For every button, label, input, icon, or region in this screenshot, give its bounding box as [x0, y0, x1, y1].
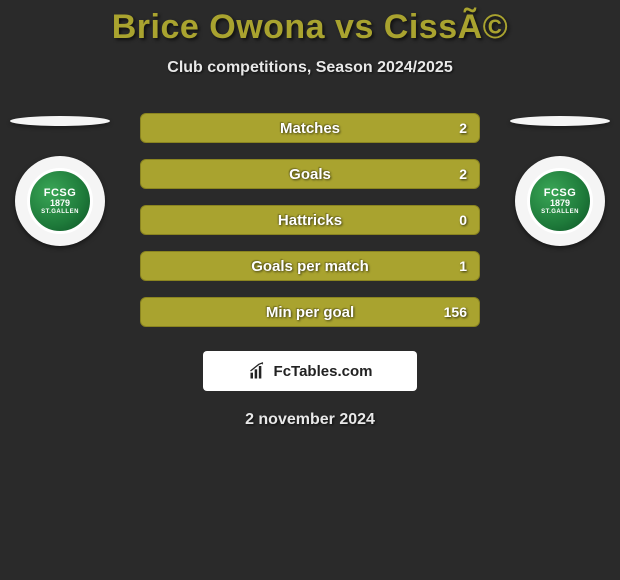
brand-box[interactable]: FcTables.com — [203, 351, 417, 391]
stat-value: 2 — [459, 166, 467, 182]
chart-icon — [248, 361, 268, 381]
stat-label: Min per goal — [141, 304, 479, 321]
stat-row-min-per-goal: Min per goal 156 — [140, 297, 480, 327]
stat-value: 1 — [459, 258, 467, 274]
stat-value: 2 — [459, 120, 467, 136]
stat-label: Goals per match — [141, 258, 479, 275]
subtitle: Club competitions, Season 2024/2025 — [0, 59, 620, 77]
date-label: 2 november 2024 — [0, 411, 620, 429]
stat-label: Goals — [141, 166, 479, 183]
stats-list: Matches 2 Goals 2 Hattricks 0 Goals per … — [140, 113, 480, 327]
stat-value: 0 — [459, 212, 467, 228]
page-title: Brice Owona vs CissÃ© — [0, 8, 620, 47]
stat-row-matches: Matches 2 — [140, 113, 480, 143]
stat-row-hattricks: Hattricks 0 — [140, 205, 480, 235]
stats-area: Matches 2 Goals 2 Hattricks 0 Goals per … — [0, 113, 620, 327]
stat-label: Hattricks — [141, 212, 479, 229]
stat-label: Matches — [141, 120, 479, 137]
comparison-card: Brice Owona vs CissÃ© Club competitions,… — [0, 0, 620, 429]
brand-text: FcTables.com — [274, 363, 373, 380]
stat-row-goals-per-match: Goals per match 1 — [140, 251, 480, 281]
stat-row-goals: Goals 2 — [140, 159, 480, 189]
stat-value: 156 — [444, 304, 467, 320]
